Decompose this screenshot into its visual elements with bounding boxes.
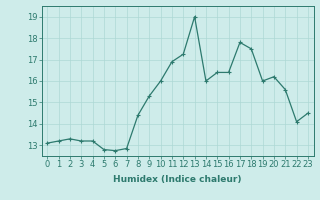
X-axis label: Humidex (Indice chaleur): Humidex (Indice chaleur) — [113, 175, 242, 184]
